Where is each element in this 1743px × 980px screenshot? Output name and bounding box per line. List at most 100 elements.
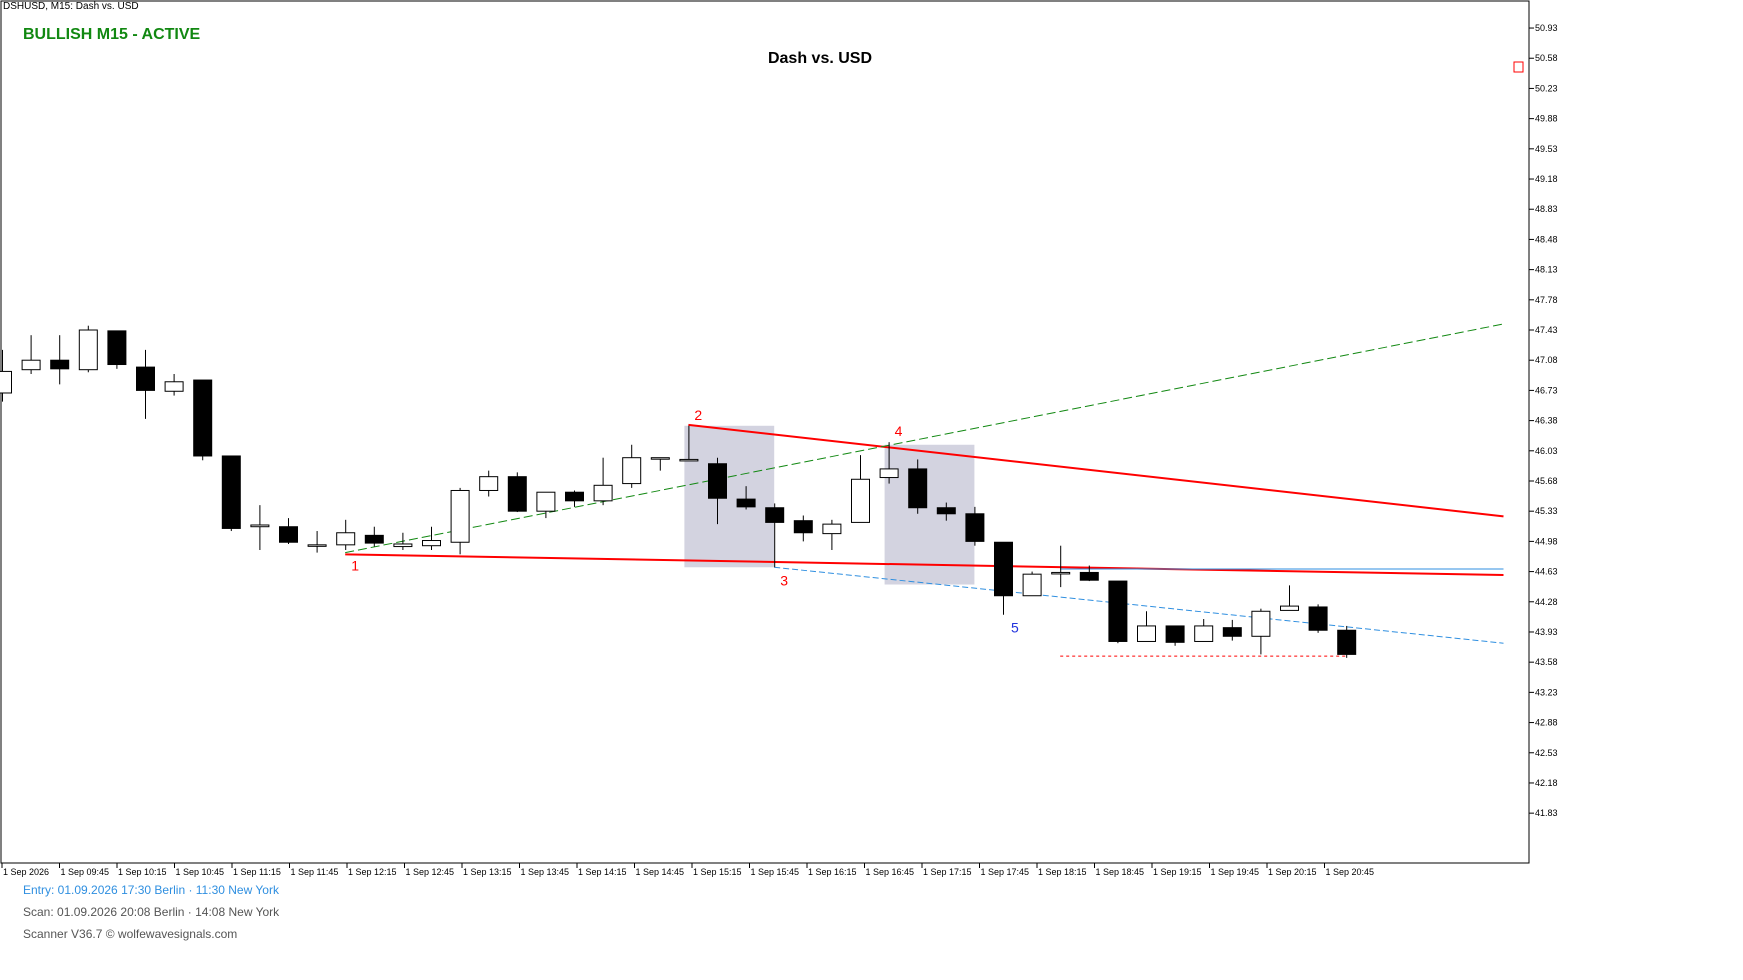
- candle-body: [450, 489, 470, 543]
- price-axis: 50.93 50.58 50.23 49.88 49.53 49.18 48.83 48.48…: [1529, 23, 1558, 818]
- candle-19: [507, 472, 527, 513]
- x-tick-label: 1 Sep 17:15: [923, 867, 972, 877]
- y-tick-label: 44.28: [1535, 597, 1558, 607]
- candles: [0, 325, 1357, 658]
- y-tick-label: 42.18: [1535, 778, 1558, 788]
- candle-34: [936, 502, 956, 521]
- candle-14: [364, 526, 384, 547]
- pattern-box-1: [684, 425, 775, 568]
- candle-13: [336, 519, 356, 551]
- candle-12: [307, 531, 327, 553]
- candle-body: [0, 370, 12, 394]
- candle-body: [307, 544, 327, 547]
- line-3-5: [774, 566, 1504, 644]
- x-tick-label: 1 Sep 15:15: [693, 867, 742, 877]
- candle-body: [1137, 625, 1156, 642]
- x-tick-label: 1 Sep 18:15: [1038, 867, 1087, 877]
- candle-body: [851, 478, 870, 523]
- y-tick-label: 44.63: [1535, 567, 1558, 577]
- x-tick-label: 1 Sep 20:45: [1326, 867, 1375, 877]
- candle-body: [936, 507, 956, 515]
- x-tick-label: 1 Sep 15:45: [751, 867, 800, 877]
- candle-body: [250, 524, 270, 528]
- candle-body: [479, 476, 499, 491]
- entry-info: Entry: 01.09.2026 17:30 Berlin · 11:30 N…: [23, 883, 279, 897]
- candle-32: [879, 442, 899, 484]
- candle-1: [0, 349, 12, 402]
- candle-46: [1280, 585, 1299, 611]
- wave-label-1: 1: [351, 558, 359, 574]
- candle-body: [1108, 580, 1128, 642]
- wave-label-5: 5: [1011, 620, 1019, 636]
- y-tick-label: 46.73: [1535, 385, 1558, 395]
- candle-30: [822, 519, 842, 551]
- candle-body: [507, 476, 527, 512]
- y-tick-label: 43.93: [1535, 627, 1558, 637]
- x-tick-label: 1 Sep 10:45: [176, 867, 225, 877]
- candle-2: [21, 335, 41, 375]
- candle-body: [593, 484, 613, 502]
- x-tick-label: 1 Sep 14:45: [636, 867, 685, 877]
- x-tick-label: 1 Sep 19:45: [1211, 867, 1260, 877]
- candle-8: [193, 379, 213, 461]
- y-tick-label: 49.18: [1535, 174, 1558, 184]
- line-2-4: [688, 423, 1504, 518]
- y-tick-label: 48.83: [1535, 204, 1558, 214]
- y-tick-label: 49.88: [1535, 114, 1558, 124]
- x-tick-label: 1 Sep 12:45: [406, 867, 455, 877]
- candle-43: [1194, 619, 1214, 642]
- candle-40: [1108, 580, 1128, 644]
- candle-body: [393, 543, 413, 548]
- time-axis: 1 Sep 2026 1 Sep 09:45 1 Sep 10:15 1 Sep 10…: [1, 863, 1375, 877]
- x-tick-label: 1 Sep 10:15: [118, 867, 167, 877]
- candle-16: [422, 526, 441, 551]
- candle-9: [221, 455, 241, 532]
- scanner-info: Scanner V36.7 © wolfewavesignals.com: [23, 927, 238, 941]
- candle-body: [164, 381, 184, 392]
- pattern-box-2: [884, 444, 975, 585]
- candle-body: [279, 526, 298, 543]
- candle-body: [364, 534, 384, 544]
- candle-body: [822, 523, 842, 535]
- candle-47: [1308, 604, 1328, 633]
- wave-label-3: 3: [780, 572, 788, 588]
- candle-20: [536, 491, 556, 519]
- candle-26: [708, 457, 727, 525]
- candle-29: [793, 515, 813, 542]
- candle-37: [1022, 571, 1042, 597]
- candle-body: [879, 468, 899, 479]
- y-tick-label: 43.23: [1535, 687, 1558, 697]
- candle-27: [736, 486, 756, 510]
- candle-body: [1222, 627, 1242, 637]
- candle-body: [221, 455, 241, 529]
- candle-7: [164, 374, 184, 396]
- candle-36: [994, 541, 1013, 615]
- candle-body: [650, 457, 670, 460]
- y-tick-label: 46.03: [1535, 446, 1558, 456]
- candle-3: [50, 335, 70, 385]
- candle-24: [650, 457, 670, 471]
- x-tick-label: 1 Sep 13:45: [521, 867, 570, 877]
- candle-35: [965, 506, 985, 546]
- y-tick-label: 44.98: [1535, 536, 1558, 546]
- y-tick-label: 41.83: [1535, 808, 1558, 818]
- candle-31: [851, 455, 870, 523]
- candle-body: [622, 457, 642, 485]
- pattern-boxes: [684, 425, 975, 585]
- x-tick-label: 1 Sep 16:45: [866, 867, 915, 877]
- candle-41: [1137, 611, 1156, 642]
- x-tick-label: 1 Sep 18:45: [1096, 867, 1145, 877]
- candle-23: [622, 444, 642, 488]
- candle-body: [679, 458, 699, 462]
- x-tick-label: 1 Sep 12:15: [348, 867, 397, 877]
- candle-5: [107, 330, 127, 369]
- candle-6: [136, 349, 155, 419]
- price-marker-icon: [1513, 61, 1524, 73]
- y-tick-label: 45.33: [1535, 506, 1558, 516]
- x-tick-label: 1 Sep 19:15: [1153, 867, 1202, 877]
- candle-body: [708, 463, 727, 499]
- pattern-status: BULLISH M15 - ACTIVE: [23, 26, 201, 43]
- candle-18: [479, 470, 499, 497]
- candle-body: [793, 520, 813, 534]
